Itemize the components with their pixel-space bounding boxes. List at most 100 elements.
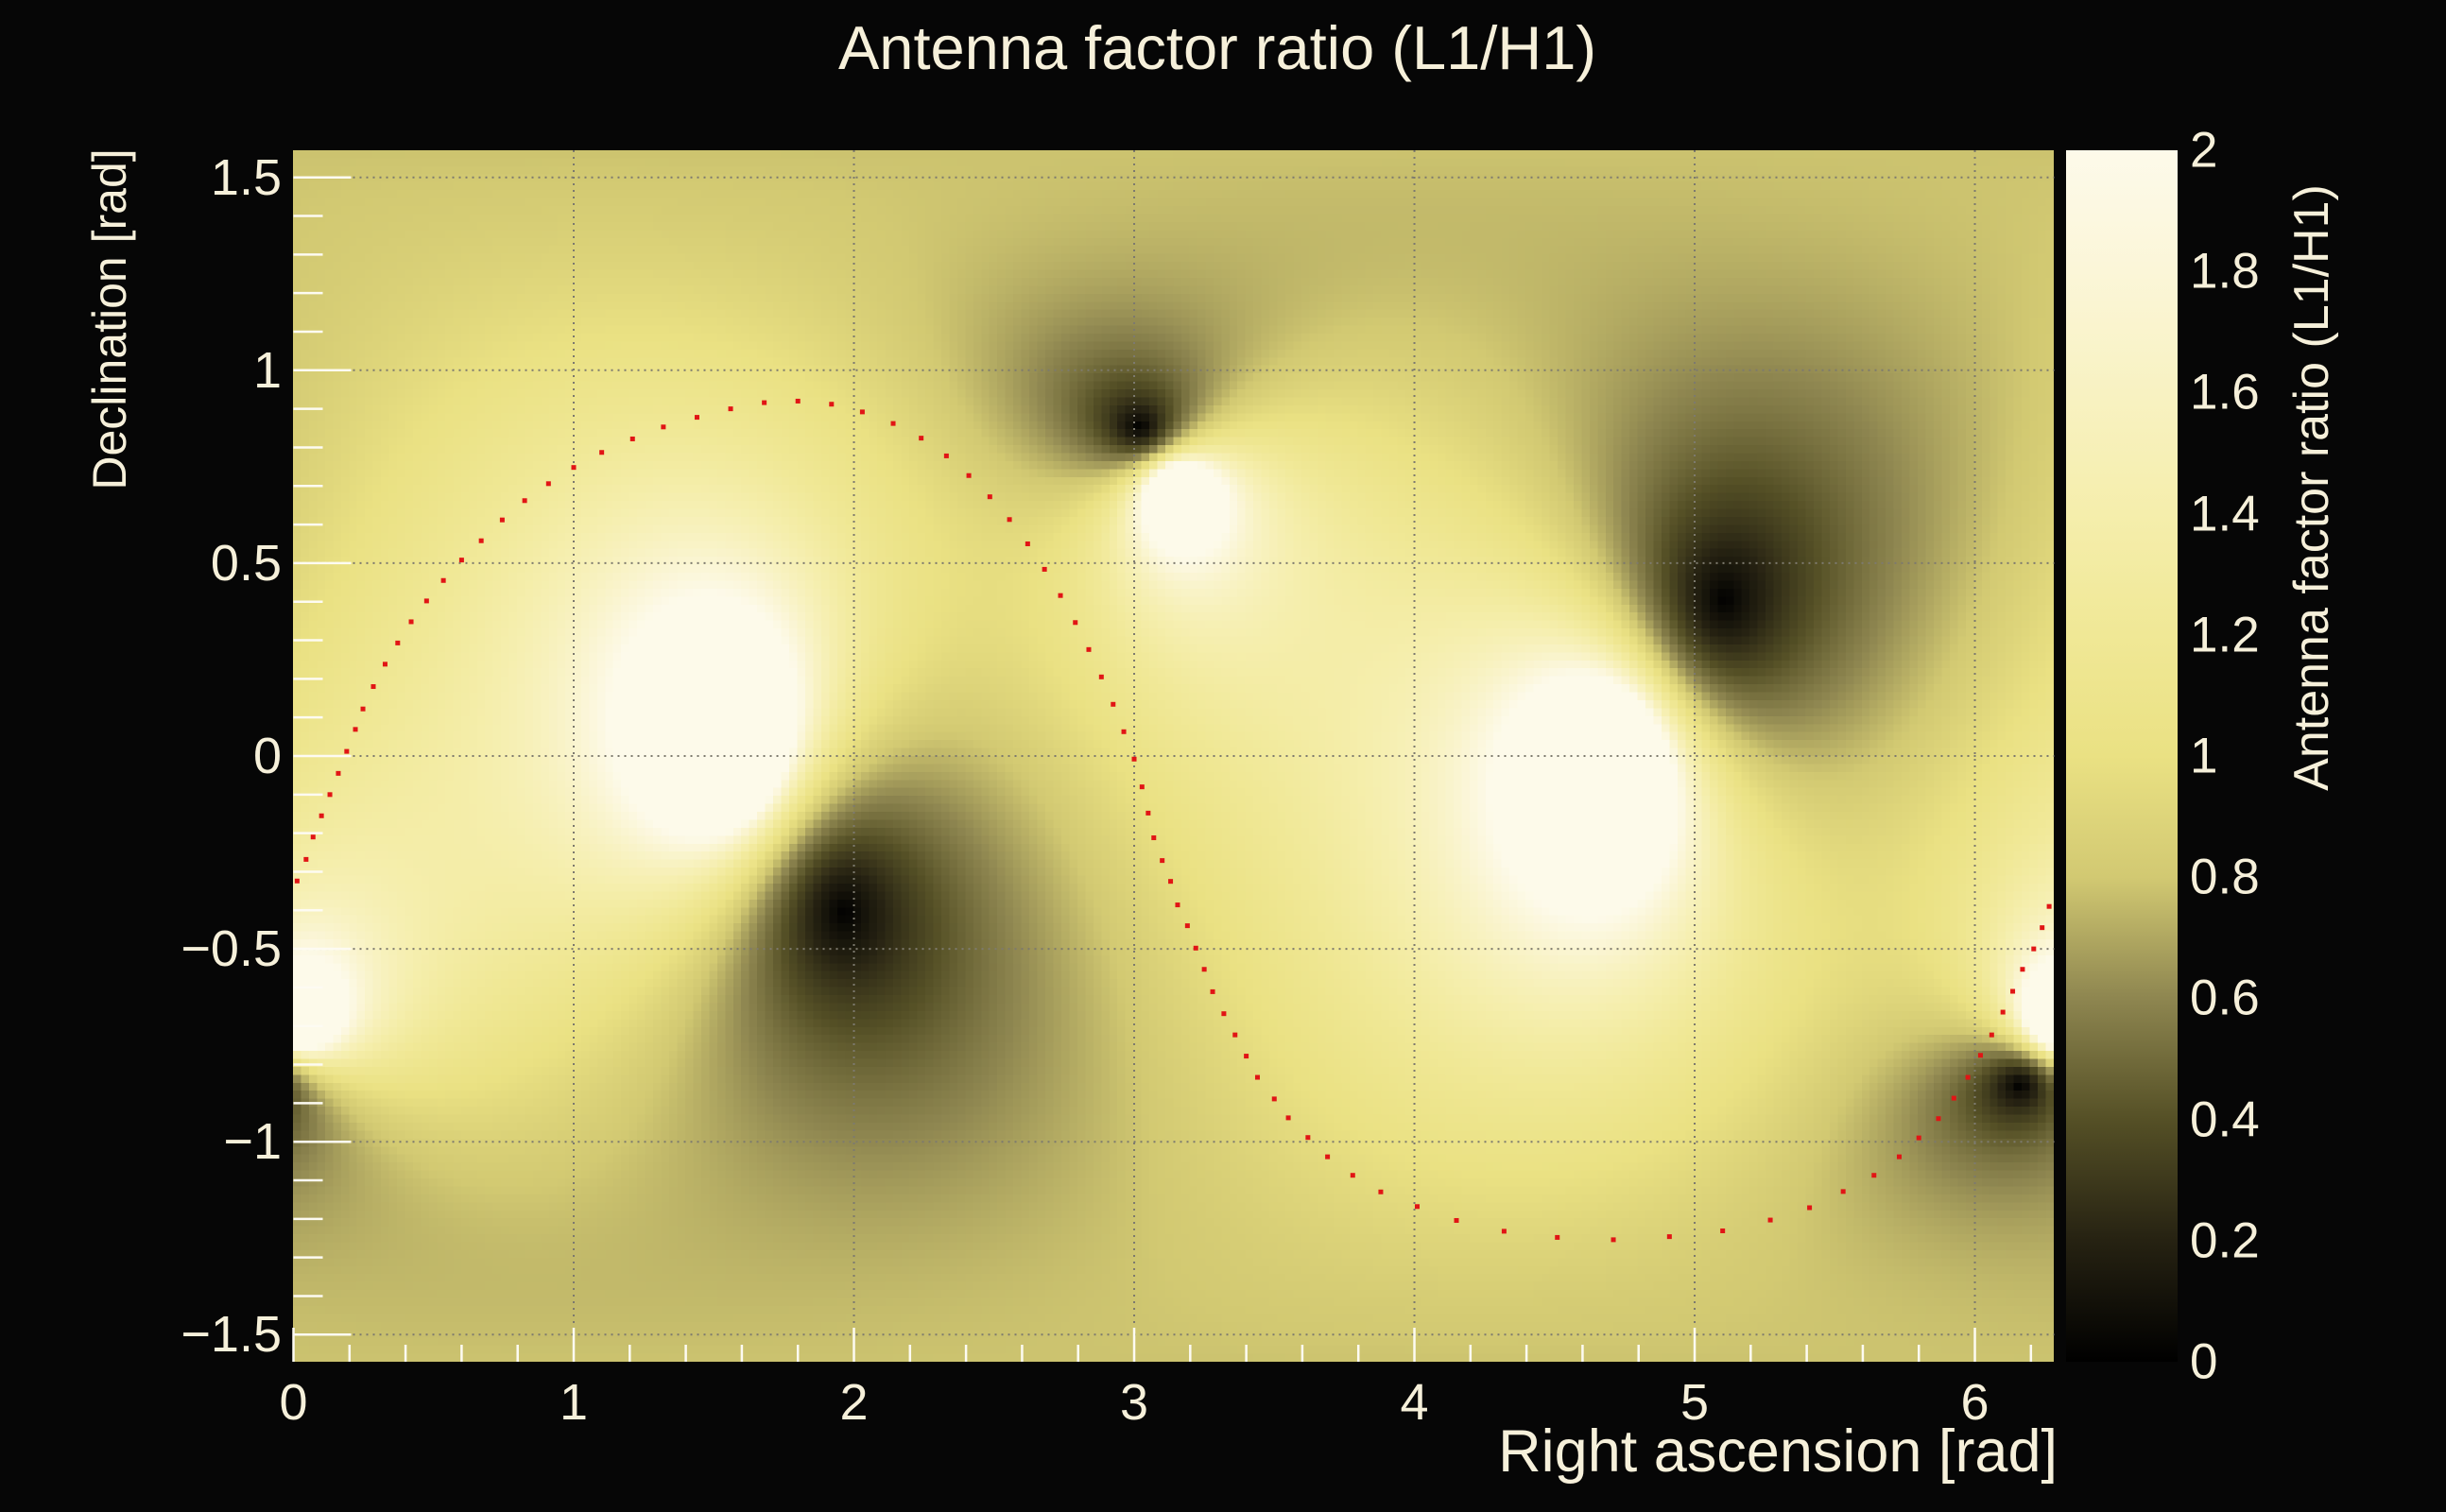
track-dot	[1965, 1074, 1971, 1080]
x-tick-label: 5	[1679, 1374, 1710, 1431]
track-dot	[1414, 1204, 1420, 1210]
track-dot	[360, 706, 366, 712]
track-dot	[1007, 517, 1012, 523]
track-dot	[353, 727, 358, 732]
track-dot	[694, 415, 699, 421]
track-dot	[919, 436, 924, 441]
track-dot	[1666, 1234, 1672, 1240]
track-dot	[1611, 1237, 1616, 1243]
track-dot	[1073, 620, 1078, 626]
track-dot	[571, 465, 577, 471]
track-dot	[382, 662, 388, 667]
track-dot	[1896, 1154, 1902, 1160]
track-dot	[408, 619, 414, 625]
track-dot	[2040, 925, 2045, 931]
track-dot	[1720, 1228, 1726, 1233]
track-dot	[1350, 1173, 1355, 1178]
track-dot	[1501, 1228, 1507, 1234]
track-dot	[499, 517, 505, 523]
track-dot	[987, 494, 992, 500]
track-dot	[1977, 1053, 1983, 1058]
y-tick-label: 0.5	[210, 534, 282, 592]
colorbar-tick-label: 2	[2190, 122, 2218, 179]
track-dot	[303, 856, 309, 862]
track-dot	[327, 792, 333, 798]
track-dot	[1951, 1095, 1956, 1101]
track-dot	[458, 558, 464, 563]
track-dot	[395, 640, 401, 645]
colorbar-tick-label: 1.2	[2190, 607, 2260, 663]
track-dot	[294, 878, 300, 884]
track-dot	[336, 770, 341, 776]
x-tick-label: 2	[839, 1374, 869, 1431]
track-dot	[629, 436, 635, 441]
track-dot	[762, 400, 767, 405]
track-dot	[1151, 835, 1157, 841]
track-dot	[1121, 729, 1127, 734]
x-tick-label: 0	[279, 1374, 308, 1431]
colorbar-tick-label: 1.6	[2190, 364, 2260, 421]
track-dot	[1111, 701, 1116, 707]
y-tick-label: −1	[223, 1113, 282, 1171]
track-dot	[2010, 988, 2016, 994]
track-dot	[1098, 674, 1104, 679]
track-dot	[728, 406, 733, 412]
track-dot	[1025, 541, 1030, 546]
track-dot	[661, 424, 666, 430]
track-dot	[890, 421, 896, 426]
track-dot	[1454, 1217, 1459, 1223]
track-dot	[1325, 1154, 1331, 1160]
colorbar-tick-label: 1.4	[2190, 486, 2260, 542]
x-tick-label: 1	[559, 1374, 589, 1431]
track-dot	[1807, 1205, 1813, 1211]
x-tick-label: 3	[1119, 1374, 1149, 1431]
colorbar-tick-label: 0	[2190, 1333, 2218, 1390]
track-dot	[2000, 1009, 2006, 1015]
track-dot	[1840, 1189, 1846, 1194]
track-dot	[344, 748, 350, 754]
track-dot	[440, 577, 446, 583]
colorbar-tick-label: 1	[2190, 728, 2218, 784]
track-dot	[478, 538, 484, 543]
colorbar-gradient	[2066, 150, 2178, 1362]
track-dot	[370, 684, 376, 690]
track-dot	[2046, 903, 2052, 909]
track-dot	[2031, 946, 2037, 952]
colorbar-tick-label: 0.2	[2190, 1212, 2260, 1269]
track-dot	[1989, 1032, 1994, 1038]
colorbar-tick-label: 1.8	[2190, 243, 2260, 300]
track-dot	[2020, 967, 2025, 972]
track-dot	[943, 453, 949, 458]
track-dot	[1767, 1217, 1773, 1223]
track-dot	[859, 409, 865, 415]
track-dot	[310, 834, 316, 840]
track-dot	[1871, 1173, 1877, 1178]
x-tick-label: 4	[1400, 1374, 1429, 1431]
colorbar-tick-label: 0.8	[2190, 849, 2260, 905]
track-dot	[1210, 988, 1215, 994]
y-tick-label: 1	[252, 341, 282, 399]
track-dot	[423, 598, 429, 604]
plot-title: Antenna factor ratio (L1/H1)	[837, 13, 1597, 82]
y-tick-label: 0	[252, 728, 282, 784]
track-dot	[599, 450, 605, 455]
track-dot	[319, 813, 324, 818]
track-dot	[1305, 1135, 1311, 1141]
track-dot	[1175, 902, 1180, 908]
colorbar-title: Antenna factor ratio (L1/H1)	[2284, 184, 2339, 791]
track-dot	[1936, 1116, 1941, 1122]
track-dot	[522, 498, 527, 504]
track-dot	[1221, 1011, 1227, 1017]
x-axis-title: Right ascension [rad]	[1498, 1418, 2058, 1485]
track-dot	[1160, 858, 1165, 864]
track-dot	[1555, 1234, 1560, 1240]
track-dot	[1285, 1115, 1291, 1121]
track-dot	[829, 402, 835, 407]
track-dot	[1184, 923, 1190, 929]
colorbar-tick-label: 0.4	[2190, 1091, 2260, 1148]
colorbar-tick-label: 0.6	[2190, 970, 2260, 1026]
track-dot	[545, 481, 551, 487]
track-dot	[1232, 1032, 1238, 1038]
track-dot	[1201, 967, 1207, 972]
